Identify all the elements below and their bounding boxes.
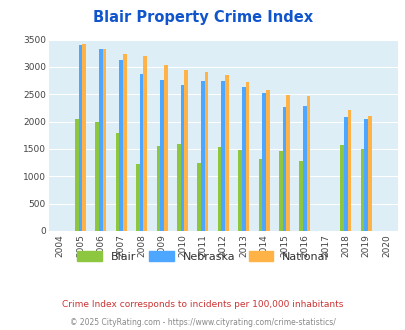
Bar <box>225 75 228 231</box>
Bar <box>343 117 347 231</box>
Bar <box>200 81 204 231</box>
Bar <box>99 49 102 231</box>
Bar <box>102 49 106 231</box>
Bar <box>347 110 350 231</box>
Text: © 2025 CityRating.com - https://www.cityrating.com/crime-statistics/: © 2025 CityRating.com - https://www.city… <box>70 318 335 327</box>
Bar <box>82 44 86 231</box>
Bar <box>238 149 241 231</box>
Bar <box>204 72 208 231</box>
Bar <box>265 90 269 231</box>
Bar <box>180 85 184 231</box>
Bar <box>245 82 249 231</box>
Bar <box>136 164 139 231</box>
Bar <box>258 159 262 231</box>
Bar <box>306 96 310 231</box>
Bar <box>339 145 343 231</box>
Bar <box>75 119 78 231</box>
Text: Blair Property Crime Index: Blair Property Crime Index <box>93 10 312 25</box>
Bar <box>177 144 180 231</box>
Bar <box>197 163 200 231</box>
Bar <box>78 45 82 231</box>
Bar <box>143 56 147 231</box>
Bar <box>184 70 188 231</box>
Bar <box>367 116 371 231</box>
Bar <box>164 65 167 231</box>
Bar <box>286 95 289 231</box>
Bar <box>156 146 160 231</box>
Bar <box>115 133 119 231</box>
Bar <box>278 150 282 231</box>
Bar <box>241 87 245 231</box>
Bar <box>262 93 265 231</box>
Bar <box>303 106 306 231</box>
Bar <box>160 80 164 231</box>
Bar <box>139 74 143 231</box>
Legend: Blair, Nebraska, National: Blair, Nebraska, National <box>73 247 332 267</box>
Bar <box>299 161 303 231</box>
Bar <box>217 147 221 231</box>
Bar <box>282 107 286 231</box>
Bar <box>95 122 99 231</box>
Bar <box>119 60 123 231</box>
Text: Crime Index corresponds to incidents per 100,000 inhabitants: Crime Index corresponds to incidents per… <box>62 300 343 309</box>
Bar <box>123 54 126 231</box>
Bar <box>364 119 367 231</box>
Bar <box>221 81 225 231</box>
Bar <box>360 149 364 231</box>
